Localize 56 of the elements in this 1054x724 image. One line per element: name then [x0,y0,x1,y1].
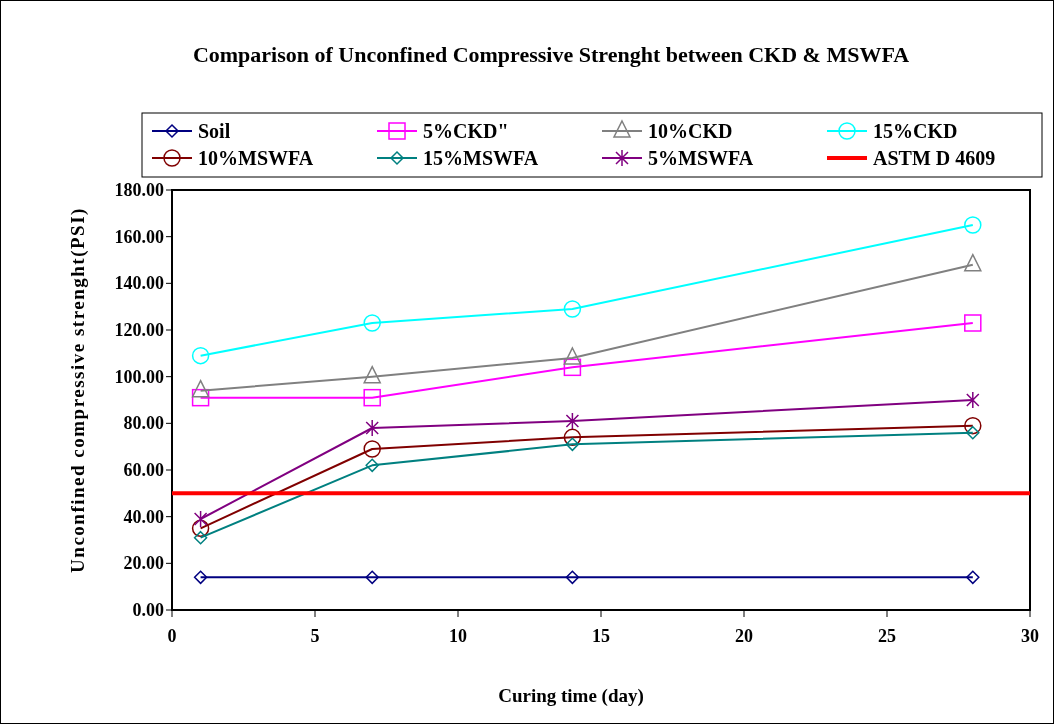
point [964,314,982,332]
y-tick-label: 140.00 [114,273,164,294]
point [193,510,208,528]
x-tick-label: 5 [310,626,320,646]
legend-label: 5%MSWFA [648,147,754,169]
point [565,412,580,430]
point [365,458,379,473]
y-tick-label: 120.00 [114,320,164,340]
y-tick-label: 40.00 [123,506,164,527]
y-tick-label: 160.00 [114,226,164,247]
point [563,300,582,318]
point [363,440,381,458]
point [365,570,379,585]
point [191,346,210,365]
point [191,519,210,538]
legend-label: ASTM D 4609 [873,147,996,169]
y-tick-label: 80.00 [123,413,164,434]
point [363,365,381,384]
legend-label: 5%CKD" [423,120,509,142]
point [966,570,980,585]
y-tick-label: 100.00 [114,366,164,387]
point [363,314,381,332]
x-tick-label: 10 [449,626,467,646]
point [964,216,982,234]
legend-label: 15%MSWFA [423,147,539,169]
x-tick-label: 0 [167,626,177,646]
point [565,437,580,452]
point [191,388,210,407]
point [193,570,208,585]
point [964,253,982,272]
legend-label: 10%MSWFA [198,147,314,169]
point [565,570,580,585]
legend-label: Soil [198,120,231,142]
point [966,425,980,440]
x-tick-label: 30 [1021,626,1039,646]
point [563,358,582,377]
y-axis-title: Unconfined compressive strenght(PSI) [67,207,89,573]
point [191,379,210,398]
point [563,347,582,365]
legend-label: 10%CKD [648,120,733,142]
x-tick-label: 15 [592,626,610,646]
point [193,530,208,545]
x-tick-label: 20 [735,626,753,646]
y-tick-label: 60.00 [123,460,164,480]
y-tick-label: 0.00 [132,600,164,620]
chart-title: Comparison of Unconfined Compressive Strenght between CKD & MSWFA [192,42,910,67]
point [966,391,980,409]
point [563,428,582,447]
x-tick-label: 25 [878,626,896,646]
point [365,419,379,437]
y-tick-label: 180.00 [114,180,164,200]
x-axis-title: Curing time (day) [498,685,644,707]
point [363,388,381,407]
y-tick-label: 20.00 [123,553,164,574]
point [964,416,982,435]
legend-label: 15%CKD [873,120,958,142]
